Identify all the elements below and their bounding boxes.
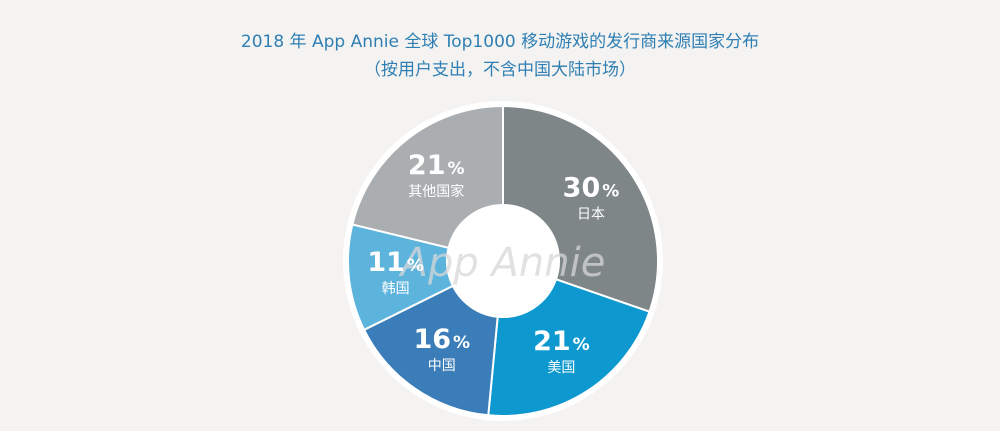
donut-hole	[447, 205, 559, 317]
slice-category-label-2: 中国	[428, 358, 456, 374]
donut-slices	[347, 104, 659, 417]
chart-subtitle: （按用户支出，不含中国大陆市场）	[364, 60, 636, 80]
slice-category-label-3: 韩国	[382, 281, 410, 297]
watermark-text: App Annie	[398, 240, 606, 286]
slice-value-label-1: 21%	[533, 326, 590, 357]
chart-title: 2018 年 App Annie 全球 Top1000 移动游戏的发行商来源国家…	[240, 32, 760, 52]
slice-labels: 30 % 日本 21 % 美国 16 % 中国 11 % 韩国 21 % 其他国家	[367, 150, 619, 376]
slice-category-label-1: 美国	[547, 360, 575, 376]
slice-value-label-0: 30%	[563, 172, 620, 203]
slice-category-label-0: 日本	[577, 206, 605, 222]
chart-title-block: 2018 年 App Annie 全球 Top1000 移动游戏的发行商来源国家…	[0, 30, 1000, 82]
slice-value-label-3: 11%	[367, 247, 424, 278]
slice-category-label-4: 其他国家	[408, 183, 464, 200]
slice-value-label-2: 16%	[413, 324, 470, 355]
slice-value-label-4: 21%	[408, 150, 465, 181]
